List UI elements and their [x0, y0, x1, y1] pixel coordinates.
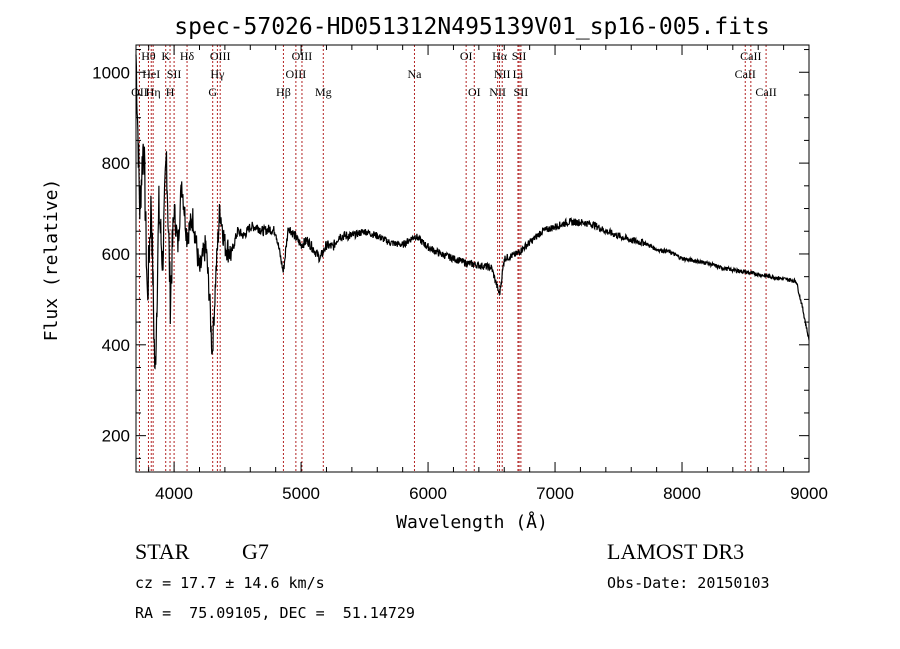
spectral-line-label: OI: [468, 85, 481, 99]
spectral-line-label: Hγ: [210, 67, 225, 81]
plot-frame: [135, 44, 810, 473]
survey-name: LAMOST DR3: [607, 539, 745, 564]
spectral-line-label: OII: [131, 85, 148, 99]
spectral-line-label: K: [161, 49, 170, 63]
spectral-line-label: Hδ: [180, 49, 195, 63]
spectral-line-label: H: [166, 85, 175, 99]
spectral-line-label: CaII: [740, 49, 761, 63]
redshift-text: cz = 17.7 ± 14.6 km/s: [135, 574, 325, 592]
spectral-line-label: Hη: [146, 85, 161, 99]
x-tick-label: 5000: [282, 484, 320, 503]
spectral-line-label: Hα: [492, 49, 508, 63]
spectral-line-label: OIII: [210, 49, 231, 63]
y-tick-label: 200: [102, 427, 130, 446]
object-class: STAR: [135, 539, 190, 564]
spectral-line-label: Na: [407, 67, 422, 81]
x-axis-label: Wavelength (Å): [396, 511, 548, 533]
x-tick-label: 4000: [155, 484, 193, 503]
x-tick-label: 8000: [663, 484, 701, 503]
spectral-line-label: Hβ: [276, 85, 291, 99]
spectral-line-label: CaII: [735, 67, 756, 81]
x-tick-label: 6000: [409, 484, 447, 503]
spectral-line-label: NII: [494, 67, 511, 81]
coordinates: RA = 75.09105, DEC = 51.14729: [135, 604, 415, 622]
spectral-line-label: OI: [460, 49, 473, 63]
chart-title: spec-57026-HD051312N495139V01_sp16-005.f…: [174, 14, 769, 40]
y-axis-label: Flux (relative): [41, 179, 62, 342]
spectral-subclass: G7: [242, 539, 269, 564]
plot-layer: [135, 54, 810, 370]
y-tick-label: 600: [102, 245, 130, 264]
spectral-line-label: OIII: [286, 67, 307, 81]
spectral-line-label: SII: [512, 49, 527, 63]
spectral-line-label: Hθ: [141, 49, 156, 63]
spectral-line-label: SII: [167, 67, 182, 81]
y-tick-label: 400: [102, 336, 130, 355]
spectral-line-label: OIII: [292, 49, 313, 63]
spectral-line-label: SII: [514, 85, 529, 99]
y-tick-label: 800: [102, 154, 130, 173]
spectral-line-label: CaII: [755, 85, 776, 99]
obs-date: Obs-Date: 20150103: [607, 574, 770, 592]
spectral-line-label: NII: [489, 85, 506, 99]
spectrum-series-line: [135, 54, 810, 370]
spectral-line-label: Mg: [315, 85, 332, 99]
spectral-line-label: G: [208, 85, 217, 99]
axes-layer: 4000 5000 6000 7000 8000 9000 200 400 600 800 1000: [92, 44, 828, 503]
spectral-line-label: HeI: [142, 67, 160, 81]
x-tick-label: 9000: [790, 484, 828, 503]
y-tick-label: 1000: [92, 63, 130, 82]
spectral-line-label: Li: [513, 67, 524, 81]
x-tick-label: 7000: [536, 484, 574, 503]
